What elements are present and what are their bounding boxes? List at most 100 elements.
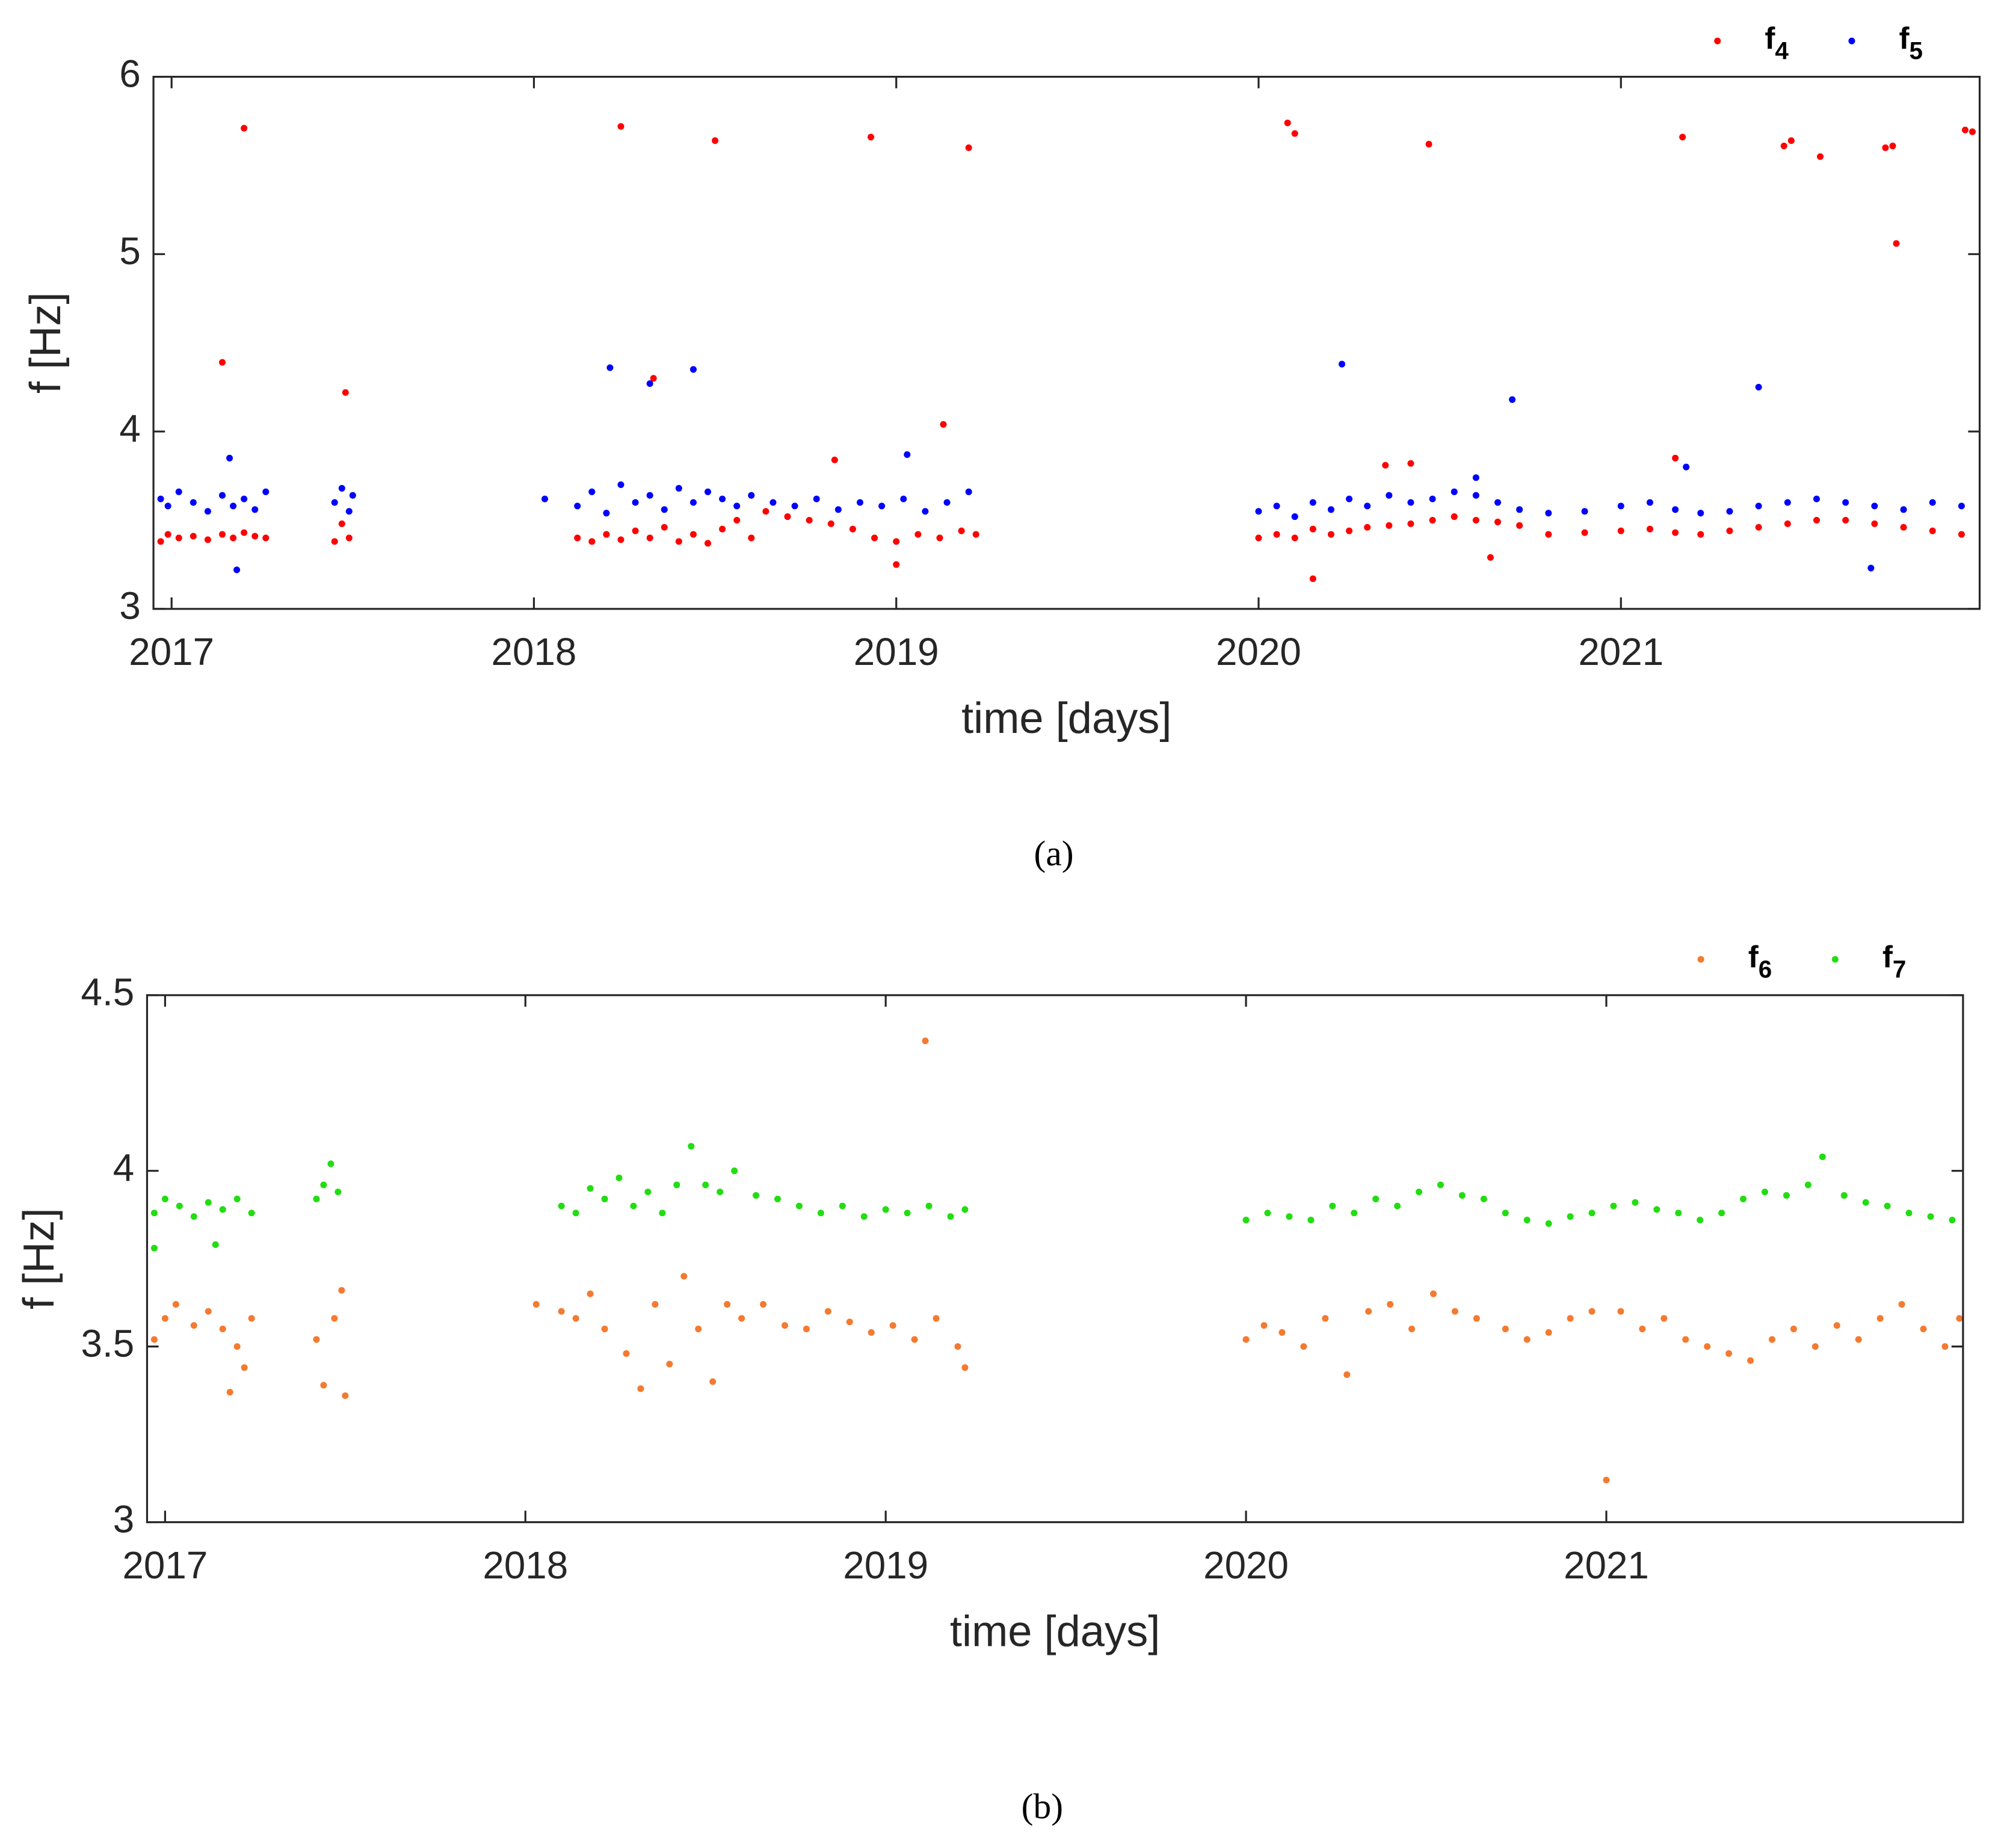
point xyxy=(632,499,639,506)
point xyxy=(342,1392,349,1399)
point xyxy=(1697,1216,1704,1223)
point xyxy=(1502,1210,1509,1217)
point xyxy=(781,1322,789,1329)
point xyxy=(1889,143,1896,150)
point xyxy=(1898,1301,1905,1308)
point xyxy=(1882,144,1889,152)
point xyxy=(748,534,755,542)
point xyxy=(1804,1181,1812,1188)
point xyxy=(1961,126,1969,134)
point xyxy=(834,506,842,513)
point xyxy=(712,137,719,144)
point xyxy=(961,1364,969,1371)
point xyxy=(724,1301,731,1308)
axes-box xyxy=(146,994,1964,1524)
point xyxy=(1755,502,1762,510)
point xyxy=(1813,516,1820,524)
point xyxy=(1291,130,1298,137)
point xyxy=(675,484,682,492)
point xyxy=(1697,531,1704,538)
legend-label: f7 xyxy=(1882,940,1906,983)
point xyxy=(574,502,581,510)
point xyxy=(331,1315,338,1322)
legend-label: f4 xyxy=(1765,22,1789,64)
point xyxy=(338,1287,345,1294)
point xyxy=(1855,1336,1862,1343)
point xyxy=(161,1195,168,1202)
point xyxy=(606,364,614,371)
point xyxy=(1309,499,1316,506)
point xyxy=(601,1195,608,1202)
point xyxy=(1581,508,1588,515)
point xyxy=(331,499,338,506)
point xyxy=(1816,153,1824,160)
point xyxy=(1617,1308,1624,1315)
x-tick-label: 2017 xyxy=(129,630,214,673)
x-axis-label: time [days] xyxy=(961,694,1171,743)
point xyxy=(630,1202,637,1210)
point xyxy=(617,123,624,130)
point xyxy=(1683,463,1690,471)
point xyxy=(1407,499,1414,506)
point xyxy=(846,1318,853,1326)
point xyxy=(795,1202,803,1210)
point xyxy=(646,492,653,499)
point xyxy=(1429,516,1436,524)
point xyxy=(1284,119,1291,126)
point xyxy=(1437,1181,1444,1188)
point xyxy=(617,536,624,543)
point xyxy=(940,421,947,428)
point xyxy=(900,495,907,502)
point xyxy=(1862,1199,1869,1206)
y-tick-label: 6 xyxy=(119,52,140,95)
point xyxy=(860,1213,868,1220)
point xyxy=(1783,1192,1790,1199)
x-tick-label: 2021 xyxy=(1578,630,1664,673)
point xyxy=(342,389,349,396)
caption: (b) xyxy=(1022,1786,1063,1826)
point xyxy=(659,1210,666,1217)
point xyxy=(1784,499,1791,506)
point xyxy=(688,1143,695,1150)
point xyxy=(1273,531,1280,538)
point xyxy=(1264,1210,1271,1217)
point xyxy=(230,534,237,542)
point xyxy=(1617,502,1624,510)
point xyxy=(1480,1195,1487,1202)
point xyxy=(205,1308,212,1315)
legend-marker xyxy=(1848,37,1855,45)
point xyxy=(313,1336,320,1343)
y-tick-label: 5 xyxy=(119,229,140,273)
point xyxy=(925,1202,933,1210)
point xyxy=(1364,502,1371,510)
point xyxy=(1632,1199,1639,1206)
point xyxy=(813,495,820,502)
point xyxy=(1494,518,1502,525)
point xyxy=(248,1315,255,1322)
point xyxy=(190,533,197,540)
point xyxy=(327,1160,335,1167)
point xyxy=(1949,1216,1956,1223)
point xyxy=(150,1336,158,1343)
point xyxy=(1487,554,1494,561)
point xyxy=(827,520,834,527)
point xyxy=(1871,502,1878,510)
point xyxy=(1429,495,1436,502)
point xyxy=(1819,1153,1826,1160)
point xyxy=(320,1382,327,1389)
point xyxy=(175,534,182,542)
point xyxy=(661,524,668,531)
point xyxy=(1790,1325,1797,1332)
point xyxy=(889,1322,896,1329)
point xyxy=(914,531,922,538)
y-tick-label: 3.5 xyxy=(81,1321,135,1365)
point xyxy=(1784,520,1791,527)
point xyxy=(1382,462,1389,469)
point xyxy=(958,527,965,534)
point xyxy=(1867,564,1875,572)
point xyxy=(1787,137,1795,144)
point xyxy=(803,1325,810,1332)
point xyxy=(1386,492,1393,499)
point xyxy=(349,492,356,499)
